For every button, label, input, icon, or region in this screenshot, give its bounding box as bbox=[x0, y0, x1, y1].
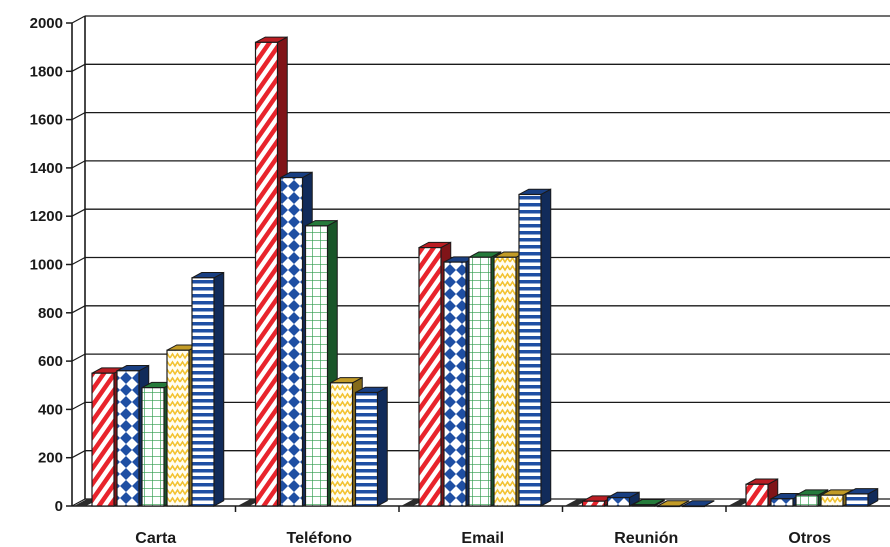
y-tick-label: 2000 bbox=[30, 15, 63, 32]
bar-teléfono-series-5 bbox=[354, 386, 388, 507]
y-tick-label: 1200 bbox=[30, 208, 63, 225]
y-tick-label: 0 bbox=[55, 498, 63, 515]
bar-front bbox=[443, 261, 467, 507]
bar-front bbox=[770, 498, 794, 507]
y-tick-label: 800 bbox=[38, 305, 63, 322]
bar-front bbox=[141, 387, 165, 507]
bar-front bbox=[166, 349, 190, 507]
bar-front bbox=[745, 483, 769, 507]
bar-front bbox=[631, 504, 656, 507]
bar-reunión-series-2 bbox=[606, 491, 640, 507]
y-tick-label: 400 bbox=[38, 401, 63, 418]
bar-front bbox=[845, 493, 869, 507]
grid-depth-line bbox=[71, 15, 86, 24]
bar-front bbox=[581, 500, 606, 507]
bar-front bbox=[493, 256, 517, 507]
chart-bars bbox=[91, 36, 879, 508]
grid-depth-line bbox=[71, 401, 86, 410]
y-tick-label: 600 bbox=[38, 353, 63, 370]
bar-side bbox=[540, 188, 552, 507]
bar-front bbox=[304, 225, 329, 507]
bar-carta-series-5 bbox=[191, 271, 225, 507]
bar-front bbox=[606, 496, 631, 507]
bar-side bbox=[377, 386, 388, 507]
category-label: Email bbox=[461, 530, 504, 547]
bar-front bbox=[116, 370, 140, 507]
bar-front bbox=[681, 505, 706, 508]
grid-depth-line bbox=[71, 256, 86, 266]
grid-depth-line bbox=[71, 450, 86, 459]
y-tick-label: 1000 bbox=[30, 257, 63, 274]
bar-front bbox=[468, 256, 492, 507]
grid-depth-line bbox=[71, 112, 86, 121]
grid-depth-line bbox=[71, 498, 86, 507]
bar-otros-series-5 bbox=[845, 487, 879, 507]
grid-depth-line bbox=[71, 160, 86, 169]
category-label: Reunión bbox=[614, 530, 678, 547]
y-tick-label: 1600 bbox=[30, 112, 63, 129]
bar-front bbox=[354, 391, 379, 507]
y-tick-label: 1400 bbox=[30, 160, 63, 177]
chart-labels: 0 200 400 600 800 1000 1200 1400 1600 1800 2000 Car… bbox=[30, 15, 832, 547]
bar-reunión-series-3 bbox=[631, 498, 665, 507]
bar-side bbox=[213, 271, 225, 507]
category-label: Otros bbox=[788, 530, 831, 547]
bar-front bbox=[795, 494, 819, 507]
bar-reunión-series-5 bbox=[681, 500, 715, 508]
bar-email-series-5 bbox=[518, 188, 552, 507]
y-tick-label: 200 bbox=[38, 450, 63, 467]
grid-depth-line bbox=[71, 208, 86, 217]
bar-reunión-series-4 bbox=[656, 500, 690, 508]
bar-front bbox=[91, 372, 115, 507]
bar-front bbox=[820, 494, 844, 507]
bar-front bbox=[518, 193, 542, 507]
bar-front bbox=[656, 505, 681, 508]
y-tick-label: 1800 bbox=[30, 63, 63, 80]
category-label: Teléfono bbox=[287, 530, 353, 547]
grid-depth-line bbox=[71, 305, 86, 314]
category-label: Carta bbox=[135, 530, 176, 547]
grid-depth-line bbox=[71, 63, 86, 72]
grid-depth-line bbox=[71, 353, 86, 362]
bar-front bbox=[279, 176, 304, 507]
bar-front bbox=[418, 246, 442, 507]
bar-front bbox=[329, 382, 354, 507]
bar-front bbox=[191, 277, 215, 507]
bar-front bbox=[254, 41, 279, 507]
